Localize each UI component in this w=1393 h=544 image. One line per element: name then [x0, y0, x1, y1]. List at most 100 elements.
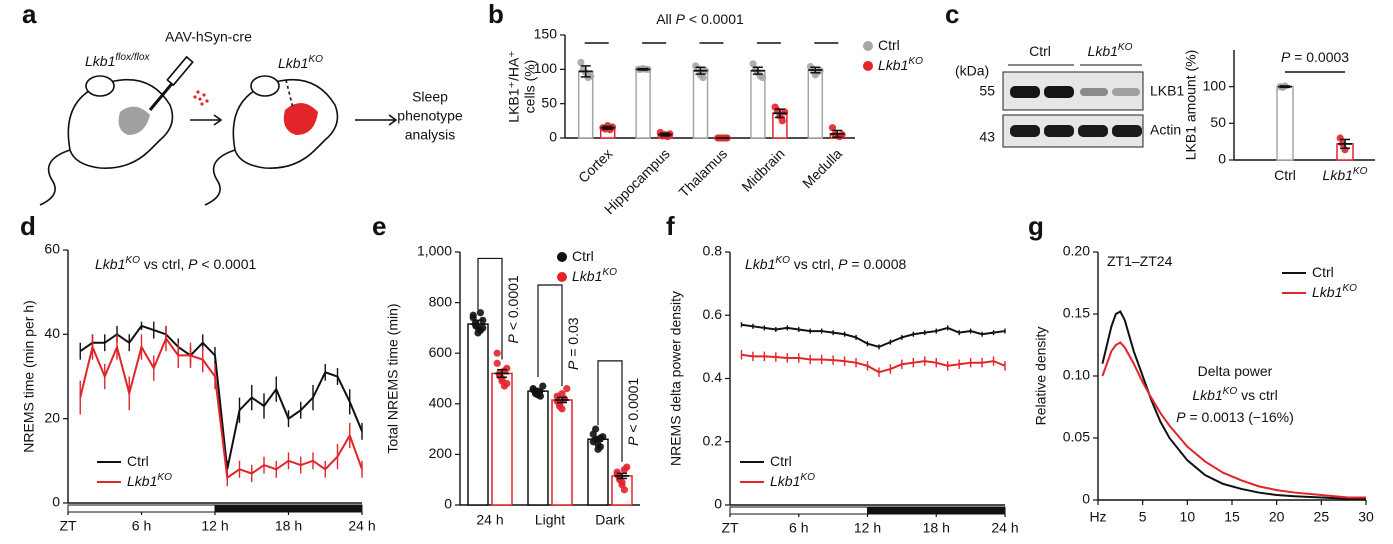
legend-label-part: Lkb1 [572, 268, 602, 284]
comparison-bracket [477, 257, 503, 360]
panel-letter: g [1028, 211, 1044, 241]
x-tick-label: Lkb1KO [1323, 166, 1368, 183]
p-value-label-part: < 0.0001 [505, 275, 521, 334]
vector-label: AAV-hSyn-cre [165, 29, 252, 45]
protein-label: LKB1 [1150, 83, 1184, 99]
x-tick-label: 12 h [854, 520, 881, 536]
y-tick-label: 0.8 [703, 243, 723, 259]
y-tick-label: 100 [534, 60, 558, 76]
genotype-label: Lkb1flox/flox [85, 52, 150, 69]
data-point [778, 117, 786, 125]
legend-label-part: KO [800, 472, 815, 483]
y-tick-label: 600 [429, 344, 453, 360]
annotation-part: P [1281, 49, 1291, 65]
x-tick-label: ZT [59, 518, 77, 534]
annotation-part: Lkb1 [1192, 387, 1222, 403]
bar [635, 68, 651, 139]
annotation-part: KO [1223, 386, 1238, 397]
x-tick-label: Medulla [799, 145, 845, 191]
marker-label: 55 [979, 83, 995, 99]
schematic-art [39, 55, 398, 206]
annotation-part: P [838, 256, 848, 272]
annotation-part: vs ctrl, [140, 256, 188, 272]
lane-label: Ctrl [1029, 43, 1051, 59]
marker-label: 43 [979, 129, 995, 145]
bar [491, 372, 513, 506]
bar [807, 69, 824, 139]
p-value-label-part: = 0.03 [565, 317, 581, 360]
genotype-label: Lkb1KO [278, 54, 323, 71]
data-line [79, 336, 363, 480]
y-axis-label: cells (%) [522, 60, 538, 114]
y-tick-label: 0.20 [1063, 243, 1090, 259]
panel-letter: a [22, 0, 37, 29]
annotation-part: Delta power [1198, 363, 1273, 379]
y-axis-label: NREMS time (min per h) [21, 300, 37, 452]
annotation: All P < 0.0001 [656, 11, 744, 27]
annotation-part: vs ctrl, [790, 256, 838, 272]
bar [692, 69, 709, 139]
y-tick-label: 0 [549, 129, 557, 145]
data-point [749, 60, 757, 68]
y-tick-label: 50 [1210, 114, 1226, 130]
data-point [759, 73, 767, 82]
comparison-bracket [537, 284, 563, 387]
x-tick-label-part: KO [1353, 166, 1368, 177]
annotation-part: KO [125, 255, 140, 266]
virus-dots [193, 90, 209, 106]
y-axis-label: Total NREMS time (min) [385, 303, 401, 453]
legend-label: Ctrl [127, 453, 149, 469]
legend-label-part: Lkb1 [878, 57, 908, 73]
light-phase [729, 506, 868, 515]
x-tick-label: 10 [1180, 509, 1196, 525]
light-phase [67, 504, 216, 513]
genotype-label-part: flox/flox [115, 52, 150, 63]
legend-label-part: Ctrl [127, 453, 149, 469]
unit-label: (kDa) [955, 63, 989, 79]
annotation: ZT1–ZT24 [1107, 253, 1173, 269]
panel-letter: b [488, 0, 504, 29]
p-value-label: P < 0.0001 [505, 275, 521, 343]
y-tick-label: 0.05 [1063, 429, 1090, 445]
annotation: Delta power [1198, 363, 1273, 379]
legend-label: Ctrl [770, 453, 792, 469]
genotype-label-part: Lkb1 [278, 55, 308, 71]
data-line [1101, 310, 1366, 500]
legend-label-part: KO [602, 267, 617, 278]
genotype-label-part: KO [308, 54, 323, 65]
x-tick-label: 30 [1358, 509, 1374, 525]
p-value-label-part: P [565, 360, 581, 370]
data-point [476, 309, 484, 317]
x-tick-label: Cortex [575, 145, 615, 185]
p-value-label-part: P [505, 333, 521, 343]
y-tick-label: 0.10 [1063, 367, 1090, 383]
panel-letter: d [20, 211, 36, 241]
y-tick-label: 0 [1082, 491, 1090, 507]
p-value-label-part: < 0.0001 [625, 378, 641, 437]
legend-label-part: KO [157, 472, 172, 483]
x-tick-label: 24 h [991, 520, 1018, 536]
legend-label: Lkb1KO [878, 56, 923, 73]
annotation-part: Lkb1 [745, 256, 775, 272]
p-value-label: P < 0.0001 [625, 378, 641, 446]
y-axis-label: NREMS delta power density [668, 291, 684, 466]
panel-letter: e [372, 211, 386, 241]
data-point [474, 329, 482, 337]
panel-letter: c [945, 0, 959, 29]
bar [551, 399, 573, 506]
annotation-part: = 0.0008 [848, 256, 907, 272]
annotation-part: KO [775, 255, 790, 266]
annotation-part: Lkb1 [95, 256, 125, 272]
x-tick-label: Dark [595, 512, 626, 528]
data-line [1101, 341, 1366, 499]
legend-label-part: Lkb1 [127, 473, 157, 489]
data-point [620, 486, 629, 494]
y-tick-label: 20 [44, 409, 60, 425]
y-tick-label: 150 [534, 26, 558, 42]
data-line [741, 323, 1006, 348]
legend-label: Lkb1KO [1312, 283, 1357, 300]
legend-marker [863, 61, 873, 71]
x-tick-label: 25 [1314, 509, 1330, 525]
annotation-part: P [188, 256, 198, 272]
legend-marker [863, 41, 873, 51]
